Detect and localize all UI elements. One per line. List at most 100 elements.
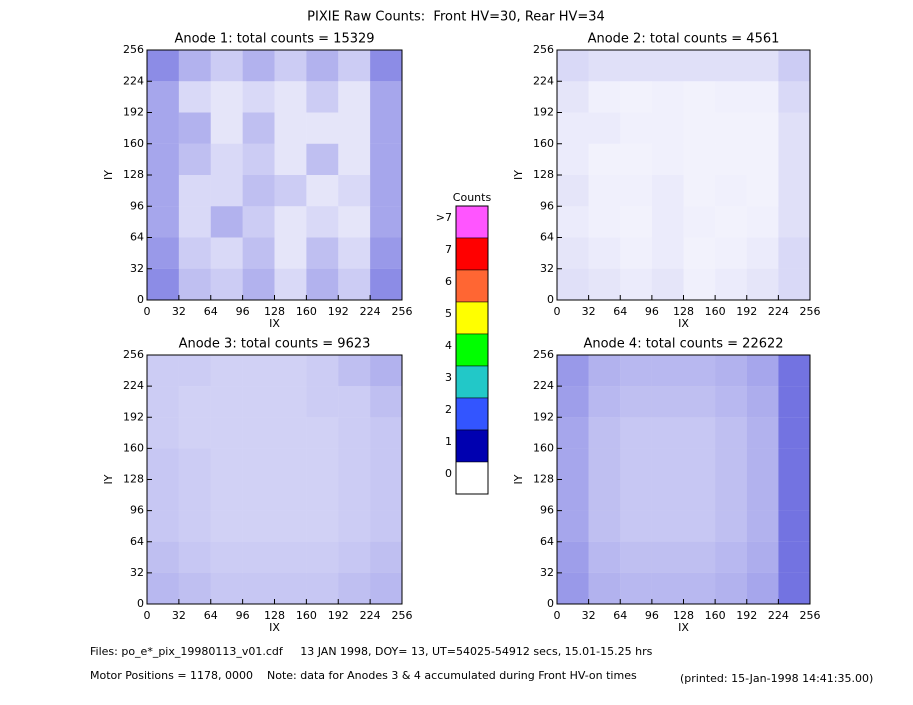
cell — [778, 417, 810, 449]
y-tick-label: 160 — [123, 441, 144, 454]
cell — [557, 417, 589, 449]
colorbar-label: 7 — [445, 243, 452, 256]
cell — [306, 479, 339, 511]
cell — [338, 572, 371, 604]
cell — [557, 541, 589, 573]
x-tick-label: 128 — [264, 609, 285, 622]
cell — [746, 572, 779, 604]
cell — [746, 386, 779, 418]
cell — [338, 81, 371, 113]
cell — [274, 268, 307, 300]
y-tick-label: 32 — [540, 566, 554, 579]
x-tick-label: 128 — [673, 609, 694, 622]
cell — [651, 448, 684, 480]
cell — [210, 268, 243, 300]
cell — [715, 175, 747, 207]
cell — [178, 206, 211, 238]
cell — [370, 175, 402, 207]
y-tick-label: 96 — [130, 504, 144, 517]
cell — [370, 510, 402, 542]
cell — [588, 386, 621, 418]
cell — [242, 479, 275, 511]
x-tick-label: 192 — [736, 609, 757, 622]
cell — [715, 510, 747, 542]
x-tick-label: 128 — [673, 305, 694, 318]
cell — [338, 541, 371, 573]
x-axis-label: IX — [269, 621, 280, 634]
cell — [274, 355, 307, 387]
cell — [274, 50, 307, 82]
cell — [147, 237, 179, 269]
cell — [620, 237, 652, 269]
cell — [620, 355, 652, 387]
y-tick-label: 0 — [547, 597, 554, 610]
cell — [147, 206, 179, 238]
cell — [620, 417, 652, 449]
cell — [274, 81, 307, 113]
cell — [242, 50, 275, 82]
cell — [746, 541, 779, 573]
cell — [778, 50, 810, 82]
cell — [370, 541, 402, 573]
cell — [178, 510, 211, 542]
cell — [557, 386, 589, 418]
cell — [306, 112, 339, 144]
y-tick-label: 192 — [123, 106, 144, 119]
x-tick-label: 32 — [172, 609, 186, 622]
cell — [178, 143, 211, 175]
cell — [683, 572, 716, 604]
cell — [778, 206, 810, 238]
cell — [370, 479, 402, 511]
cell — [588, 112, 621, 144]
cell — [557, 206, 589, 238]
y-tick-label: 192 — [533, 410, 554, 423]
cell — [306, 386, 339, 418]
cell — [242, 448, 275, 480]
cell — [274, 417, 307, 449]
cell — [683, 50, 716, 82]
cell — [242, 510, 275, 542]
y-tick-label: 64 — [540, 231, 554, 244]
cell — [306, 175, 339, 207]
y-tick-label: 256 — [123, 348, 144, 361]
y-tick-label: 224 — [533, 379, 554, 392]
y-tick-label: 128 — [123, 168, 144, 181]
y-tick-label: 224 — [123, 74, 144, 87]
colorbar-swatch — [455, 205, 489, 239]
cell — [370, 143, 402, 175]
cell — [778, 355, 810, 387]
cell — [210, 417, 243, 449]
cell — [178, 479, 211, 511]
cell — [306, 448, 339, 480]
cell — [210, 237, 243, 269]
cell — [651, 206, 684, 238]
x-tick-label: 96 — [236, 305, 250, 318]
cell — [178, 448, 211, 480]
cell — [746, 50, 779, 82]
colorbar-swatch — [455, 269, 489, 303]
cell — [210, 572, 243, 604]
x-tick-label: 96 — [645, 609, 659, 622]
y-tick-label: 256 — [533, 43, 554, 56]
cell — [274, 448, 307, 480]
cell — [778, 112, 810, 144]
colorbar-label: 2 — [445, 403, 452, 416]
cell — [306, 81, 339, 113]
cell — [683, 112, 716, 144]
y-tick-label: 192 — [533, 106, 554, 119]
cell — [147, 143, 179, 175]
cell — [178, 175, 211, 207]
y-tick-label: 160 — [533, 441, 554, 454]
cell — [557, 143, 589, 175]
cell — [147, 50, 179, 82]
cell — [557, 112, 589, 144]
cell — [588, 206, 621, 238]
cell — [588, 143, 621, 175]
x-tick-label: 0 — [554, 305, 561, 318]
cell — [778, 541, 810, 573]
cell — [242, 175, 275, 207]
x-tick-label: 160 — [705, 609, 726, 622]
cell — [147, 268, 179, 300]
colorbar-swatch — [455, 429, 489, 463]
cell — [778, 268, 810, 300]
